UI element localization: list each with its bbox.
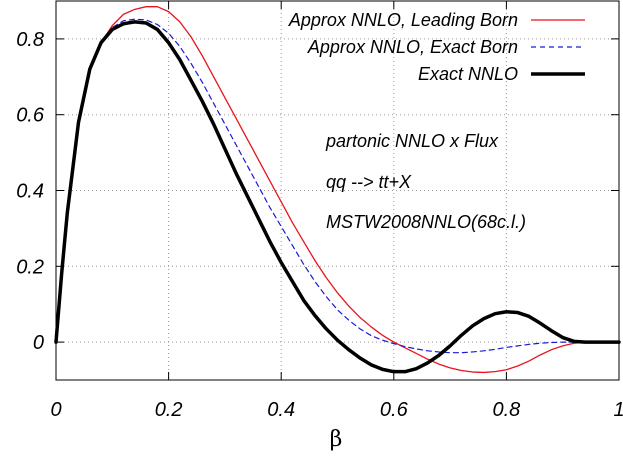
x-tick-label: 1 — [613, 399, 623, 421]
series-line-exact-nnlo — [54, 20, 621, 374]
series-line-leading-born — [55, 6, 620, 374]
x-tick-label: 0.2 — [155, 399, 183, 421]
annotation-flux: partonic NNLO x Flux — [325, 131, 499, 151]
series-line-exact-born — [55, 18, 620, 354]
legend-label-exact-nnlo: Exact NNLO — [418, 64, 518, 84]
annotations: partonic NNLO x Flux qq --> tt+X MSTW200… — [325, 131, 526, 232]
tick-labels: 0 0.2 0.4 0.6 0.8 1 0 0.2 0.4 0.6 0.8 — [16, 29, 623, 421]
annotation-process: qq --> tt+X — [326, 172, 412, 192]
x-tick-label: 0.8 — [492, 399, 520, 421]
y-tick-label: 0.8 — [16, 29, 44, 51]
annotation-pdf: MSTW2008NNLO(68c.l.) — [326, 212, 526, 232]
ticks — [55, 1, 620, 380]
x-tick-label: 0 — [50, 399, 61, 421]
legend: Approx NNLO, Leading Born Approx NNLO, E… — [288, 10, 585, 84]
x-tick-label: 0.6 — [380, 399, 409, 421]
legend-label-leading-born: Approx NNLO, Leading Born — [288, 10, 518, 30]
series-layer — [54, 6, 621, 374]
y-tick-label: 0.6 — [16, 105, 45, 127]
y-tick-label: 0 — [33, 332, 44, 354]
y-tick-label: 0.4 — [16, 181, 44, 203]
x-axis-label: β — [330, 427, 343, 452]
legend-label-exact-born: Approx NNLO, Exact Born — [307, 37, 518, 57]
y-tick-label: 0.2 — [16, 256, 44, 278]
x-tick-label: 0.4 — [267, 399, 295, 421]
